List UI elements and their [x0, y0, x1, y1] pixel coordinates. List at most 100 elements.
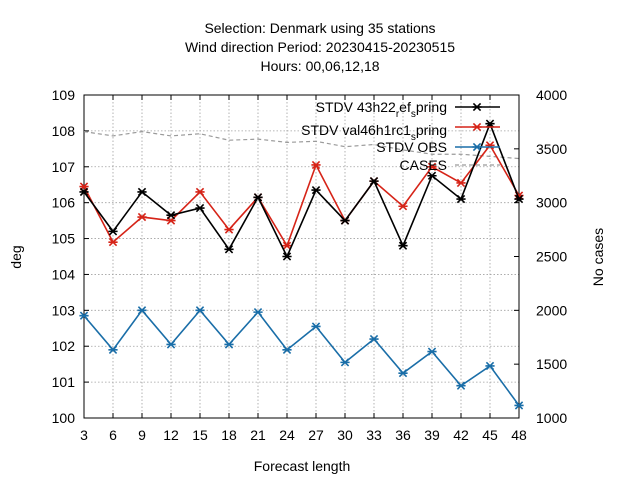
- chart-title: Selection: Denmark using 35 stations Win…: [185, 20, 455, 74]
- data-point-2: [108, 345, 118, 354]
- data-point-0: [108, 227, 118, 236]
- y-tick-label: 102: [52, 338, 76, 354]
- x-tick-label: 45: [482, 427, 498, 443]
- x-tick-label: 48: [511, 427, 527, 443]
- y-tick-label: 101: [52, 374, 76, 390]
- x-axis-label: Forecast length: [254, 458, 351, 474]
- y-tick-label: 107: [52, 159, 76, 175]
- title-line-3: Hours: 00,06,12,18: [260, 58, 379, 74]
- data-point-0: [398, 241, 408, 250]
- legend: STDV 43h22refspring STDV val46h1rc1sprin…: [301, 99, 500, 173]
- data-point-0: [195, 203, 205, 213]
- data-point-2: [485, 361, 495, 371]
- data-point-0: [340, 216, 350, 225]
- data-point-1: [224, 225, 234, 234]
- data-point-1: [137, 212, 147, 222]
- data-point-2: [166, 340, 176, 349]
- legend-val-sub: s: [411, 132, 416, 143]
- series-layer: [79, 119, 524, 410]
- legend-ref-main: STDV 43h22: [316, 99, 396, 115]
- legend-label-ref: STDV 43h22refspring: [316, 99, 447, 120]
- x-tick-label: 6: [109, 427, 117, 443]
- x-tick-label: 36: [395, 427, 411, 443]
- data-point-0: [514, 194, 524, 204]
- legend-val-main: STDV val46h1rc1: [301, 122, 411, 138]
- data-point-2: [224, 340, 234, 349]
- legend-label-cases: CASES: [400, 157, 447, 173]
- x-tick-label: 39: [424, 427, 440, 443]
- data-point-0: [224, 245, 234, 254]
- data-point-2: [514, 401, 524, 410]
- legend-sample-marker-2: [472, 142, 482, 152]
- x-tick-label: 42: [453, 427, 469, 443]
- data-point-2: [398, 368, 408, 378]
- legend-label-val: STDV val46h1rc1spring: [301, 122, 447, 143]
- y2-tick-label: 4000: [536, 87, 567, 103]
- x-tick-label: 24: [279, 427, 295, 443]
- y2-axis-label: No cases: [590, 228, 606, 286]
- data-point-0: [253, 193, 263, 202]
- axis-ticks: 3 6 9 12 15 18 21 24 27 30 33 36 39 42 45 4810010110210…: [52, 87, 568, 443]
- legend-val-end: pring: [416, 122, 447, 138]
- legend-label-obs: STDV OBS: [376, 139, 447, 155]
- data-point-1: [456, 178, 466, 188]
- y-tick-label: 106: [52, 195, 76, 211]
- data-point-0: [166, 211, 176, 220]
- data-point-1: [427, 162, 437, 171]
- data-point-0: [137, 187, 147, 197]
- y-tick-label: 104: [52, 266, 76, 282]
- title-line-1: Selection: Denmark using 35 stations: [204, 20, 435, 36]
- x-tick-label: 3: [80, 427, 88, 443]
- y2-tick-label: 2000: [536, 302, 567, 318]
- data-point-0: [311, 185, 321, 195]
- y-tick-label: 100: [52, 410, 76, 426]
- series-line-0: [83, 121, 520, 259]
- legend-sample-marker-0: [472, 102, 482, 112]
- x-tick-label: 12: [163, 427, 179, 443]
- data-point-1: [311, 160, 321, 170]
- y2-tick-label: 1000: [536, 410, 567, 426]
- x-tick-label: 21: [250, 427, 266, 443]
- data-point-2: [369, 334, 379, 344]
- data-point-2: [340, 358, 350, 367]
- x-tick-label: 15: [192, 427, 208, 443]
- data-point-0: [456, 194, 466, 204]
- data-point-2: [137, 306, 147, 315]
- data-point-0: [79, 187, 89, 197]
- plot-frame: [83, 94, 520, 419]
- series-line-3: [83, 131, 520, 160]
- y2-tick-label: 3500: [536, 141, 567, 157]
- legend-ref-sub1: r: [396, 109, 400, 120]
- data-point-1: [195, 187, 205, 197]
- x-tick-label: 30: [337, 427, 353, 443]
- legend-samples: [455, 102, 500, 166]
- x-tick-label: 9: [138, 427, 146, 443]
- grid-lines: [84, 95, 519, 418]
- x-tick-label: 27: [308, 427, 324, 443]
- legend-ref-mid: ef: [399, 99, 411, 115]
- x-tick-label: 33: [366, 427, 382, 443]
- data-point-2: [427, 347, 437, 356]
- data-point-2: [282, 345, 292, 354]
- data-point-2: [311, 322, 321, 331]
- y-tick-label: 105: [52, 231, 76, 247]
- data-point-2: [253, 307, 263, 317]
- y-tick-label: 103: [52, 302, 76, 318]
- data-point-1: [398, 202, 408, 211]
- y-axis-label: deg: [8, 245, 24, 268]
- data-point-2: [79, 311, 89, 320]
- legend-ref-sub2: s: [411, 109, 416, 120]
- data-point-0: [282, 252, 292, 261]
- x-tick-label: 18: [221, 427, 237, 443]
- y2-tick-label: 2500: [536, 249, 567, 265]
- legend-sample-marker-1: [472, 122, 482, 132]
- y-tick-label: 109: [52, 87, 76, 103]
- title-line-2: Wind direction Period: 20230415-20230515: [185, 39, 455, 55]
- y-tick-label: 108: [52, 123, 76, 139]
- data-point-0: [369, 176, 379, 186]
- data-point-0: [427, 171, 437, 180]
- data-point-2: [456, 381, 466, 390]
- y2-tick-label: 3000: [536, 195, 567, 211]
- data-point-1: [282, 241, 292, 250]
